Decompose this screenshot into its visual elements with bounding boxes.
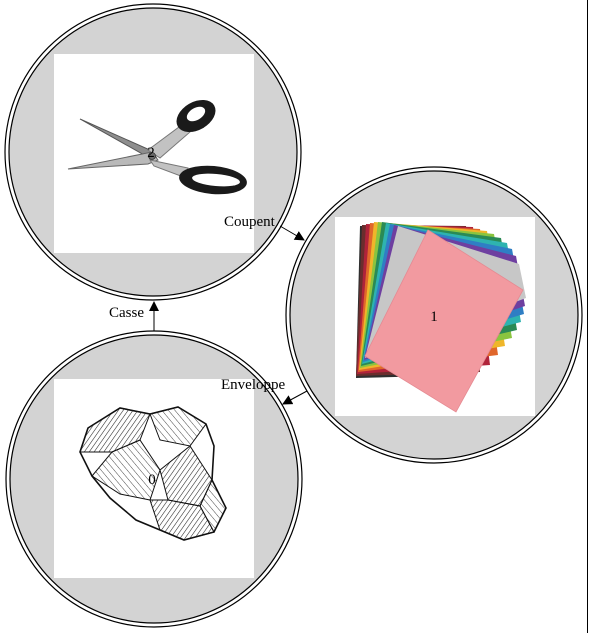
node-scissors[interactable]: 2 [4, 3, 302, 301]
edge-enveloppe: Enveloppe [221, 377, 308, 405]
edge-arrow [279, 225, 305, 241]
edge-label-enveloppe: Enveloppe [221, 377, 285, 393]
edge-casse: Casse [109, 301, 159, 331]
node-number: 1 [430, 309, 438, 325]
edge-label-coupent: Coupent [224, 214, 276, 230]
node-paper-stack[interactable]: 1 [285, 166, 583, 464]
edge-label-casse: Casse [109, 305, 144, 321]
scissors-icon [67, 99, 247, 195]
edge-coupent: Coupent [224, 214, 305, 241]
edge-arrow [282, 390, 308, 405]
rock-icon [79, 406, 227, 541]
node-number: 0 [148, 472, 156, 488]
paper-stack-icon [356, 222, 526, 413]
node-number: 2 [147, 145, 155, 161]
node-rock[interactable]: 0 [5, 330, 303, 628]
